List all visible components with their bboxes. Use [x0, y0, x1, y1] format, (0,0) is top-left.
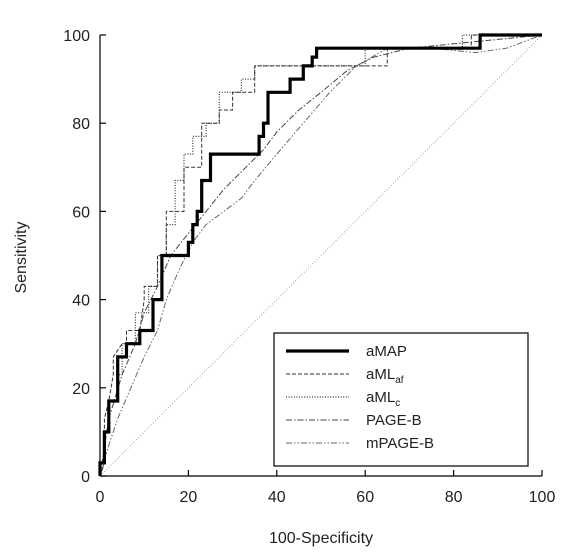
series-line-amlaf	[99, 34, 542, 477]
legend-label: aMAP	[366, 343, 407, 360]
series-group	[98, 33, 543, 477]
x-tick-label: 20	[180, 489, 198, 506]
legend-label: PAGE-B	[366, 412, 422, 429]
series-line-amap	[98, 33, 542, 476]
y-tick-label: 100	[63, 28, 90, 45]
legend-box	[273, 332, 529, 467]
y-tick-label: 20	[72, 381, 90, 398]
x-tick-label: 80	[445, 489, 463, 506]
y-tick-label: 80	[72, 116, 90, 133]
x-tick-label: 60	[356, 489, 374, 506]
y-tick-label: 40	[72, 293, 90, 310]
legend: aMAP aMLaf aMLc PAGE-B mPAGE-B	[273, 332, 529, 467]
x-tick-label: 0	[96, 489, 105, 506]
series-line-mpage-b	[99, 34, 543, 477]
x-tick-label: 40	[268, 489, 286, 506]
x-ticks: 0 20 40 60 80 100	[96, 470, 556, 506]
legend-label: mPAGE-B	[366, 435, 434, 452]
legend-label: aMLc	[366, 389, 400, 409]
reference-diagonal-line	[99, 34, 543, 477]
y-axis-label: Sensitivity	[13, 221, 30, 293]
y-tick-label: 0	[81, 469, 90, 486]
y-tick-label: 60	[72, 204, 90, 221]
y-ticks: 0 20 40 60 80 100	[63, 28, 106, 486]
x-axis-label: 100-Specificity	[269, 530, 373, 547]
series-line-page-b	[99, 34, 543, 477]
legend-label: aMLaf	[366, 366, 404, 386]
x-tick-label: 100	[529, 489, 556, 506]
